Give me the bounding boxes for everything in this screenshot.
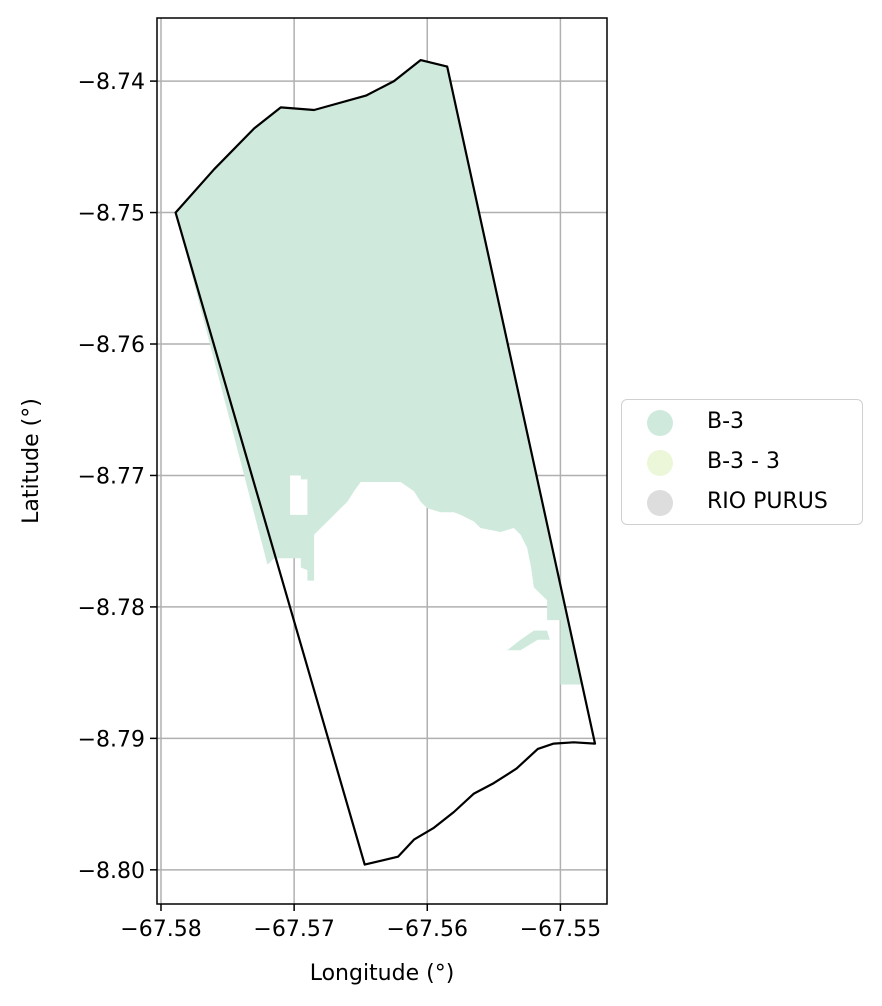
boundary-outline — [174, 58, 597, 866]
y-tick-label: −8.75 — [78, 202, 145, 227]
x-tick-label: −67.57 — [253, 917, 334, 942]
axes-frame — [156, 17, 608, 905]
x-tick-label: −67.56 — [387, 917, 468, 942]
legend-swatch-b3-3 — [647, 450, 673, 476]
boundary-polygon — [174, 58, 597, 866]
zone-polygon — [507, 630, 550, 651]
y-tick-label: −8.80 — [78, 859, 145, 884]
x-tick-label: −67.55 — [520, 917, 601, 942]
zone-hole — [290, 475, 308, 515]
zone-polygons — [175, 60, 583, 685]
legend-item-b3-3: B-3 - 3 — [622, 442, 862, 482]
y-tick-label: −8.77 — [78, 464, 145, 489]
legend: B-3 B-3 - 3 RIO PURUS — [621, 399, 863, 525]
legend-label-b3-3: B-3 - 3 — [707, 449, 780, 474]
legend-item-rio-purus: RIO PURUS — [622, 482, 862, 522]
legend-item-b3: B-3 — [622, 402, 862, 442]
zone-polygon — [175, 60, 583, 685]
legend-swatch-b3 — [647, 410, 673, 436]
y-tick-label: −8.78 — [78, 596, 145, 621]
legend-swatch-rio-purus — [647, 490, 673, 516]
legend-label-b3: B-3 — [707, 409, 745, 434]
ticks: −67.58 −67.57 −67.56 −67.55 −8.74 −8.75 −8.76 −… — [78, 70, 602, 942]
y-tick-label: −8.74 — [78, 70, 145, 95]
x-axis-label: Longitude (°) — [310, 961, 455, 986]
y-tick-label: −8.79 — [78, 727, 145, 752]
legend-label-rio-purus: RIO PURUS — [707, 489, 828, 514]
y-axis-label: Latitude (°) — [19, 398, 44, 524]
x-tick-label: −67.58 — [120, 917, 201, 942]
y-tick-label: −8.76 — [78, 333, 145, 358]
